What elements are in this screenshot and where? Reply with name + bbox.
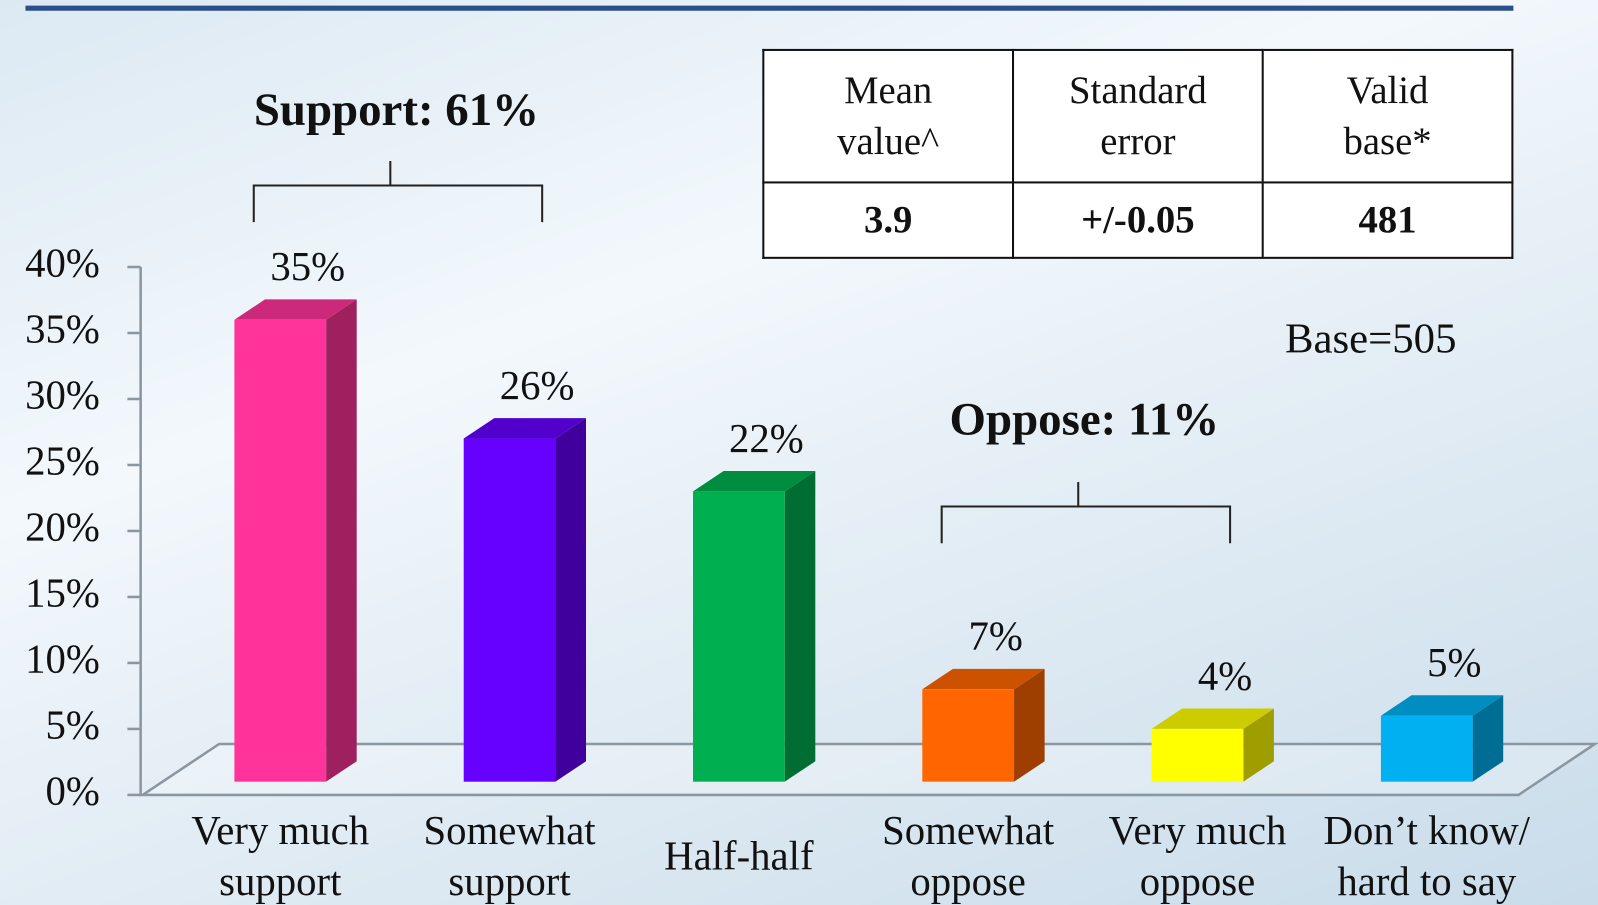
value-label: 5%: [1427, 640, 1481, 685]
bar-side: [555, 418, 586, 782]
bar: [234, 319, 327, 782]
bar: [693, 491, 785, 782]
header-cell: Standard error: [1011, 48, 1264, 184]
header-cell: Mean value^: [762, 48, 1015, 184]
annotation: Support: 61%: [254, 84, 539, 136]
bar-side: [1014, 668, 1045, 782]
cell: 3.9: [762, 181, 1015, 259]
y-tick-label: 5%: [46, 702, 100, 747]
header-text: Standard error: [1069, 69, 1207, 164]
value-label: 4%: [1198, 653, 1252, 698]
value-label: 26%: [500, 363, 575, 408]
y-tick-label: 35%: [25, 306, 100, 351]
x-tick-label: Half-half: [664, 832, 814, 879]
bar-top: [693, 470, 816, 492]
annotation: Base=505: [1285, 315, 1457, 362]
annotation: Oppose: 11%: [950, 394, 1220, 446]
bar-side: [1243, 708, 1274, 782]
value-label: 35%: [270, 244, 345, 289]
header-text: Mean value^: [837, 69, 940, 164]
bar-side: [326, 299, 357, 782]
y-tick-label: 20%: [25, 504, 100, 549]
x-tick-label-box: Very much oppose: [1075, 805, 1320, 905]
cell: +/-0.05: [1011, 181, 1264, 259]
bracket: [940, 505, 1232, 544]
value-label: 7%: [969, 614, 1023, 659]
bar: [1380, 715, 1473, 782]
cell: 481: [1261, 181, 1514, 259]
x-tick-label: Somewhat support: [423, 807, 596, 904]
y-tick-label: 30%: [25, 372, 100, 417]
y-tick-label: 25%: [25, 438, 100, 483]
header-text: Valid base*: [1343, 69, 1432, 164]
y-tick-label: 15%: [25, 570, 100, 615]
bracket: [252, 184, 544, 223]
floor: [138, 742, 1598, 797]
x-tick-label-box: Somewhat oppose: [846, 805, 1091, 905]
bar-top: [1151, 708, 1274, 729]
x-tick-label: Very much oppose: [1108, 807, 1287, 904]
bar: [1151, 728, 1244, 782]
x-tick-label-box: Somewhat support: [387, 805, 632, 905]
bar-top: [234, 299, 357, 320]
value-label: 22%: [729, 416, 804, 461]
bar-top: [1380, 695, 1504, 716]
x-tick-label: Don’t know/ hard to say: [1323, 807, 1531, 904]
x-tick-label: Very much support: [191, 807, 370, 904]
bar: [922, 689, 1015, 782]
x-tick-label-box: Don’t know/ hard to say: [1304, 805, 1549, 905]
stats-table: Mean value^ Standard error Valid base* 3…: [762, 48, 1514, 259]
y-tick-label: 10%: [25, 636, 100, 681]
table-row: 3.9 +/-0.05 481: [762, 181, 1514, 259]
bar-top: [463, 418, 586, 439]
x-tick-label: Somewhat oppose: [882, 807, 1055, 904]
bar: [463, 438, 556, 782]
x-tick-label-box: Very much support: [158, 805, 403, 905]
header-cell: Valid base*: [1261, 48, 1514, 184]
y-tick-label: 0%: [46, 768, 100, 813]
bar-side: [1472, 695, 1504, 782]
y-tick-label: 40%: [25, 240, 100, 285]
x-tick-label-box: Half-half: [617, 805, 862, 905]
bar-side: [784, 470, 816, 782]
bar-top: [922, 668, 1045, 690]
table-header: Mean value^ Standard error Valid base*: [762, 48, 1514, 184]
